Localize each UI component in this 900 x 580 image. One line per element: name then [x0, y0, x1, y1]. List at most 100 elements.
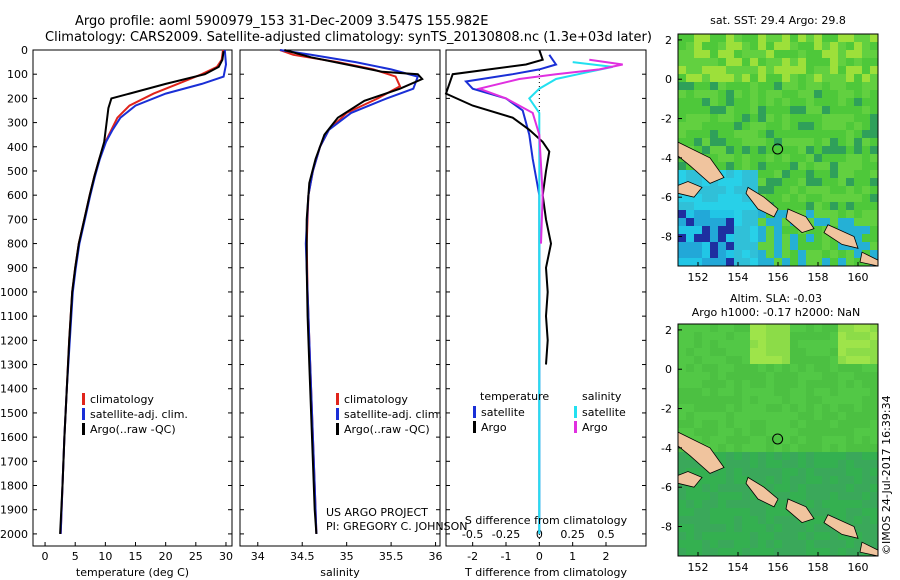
temperature-series-satelliteadjclim: [59, 49, 228, 534]
sla-map-title-line-2: Argo h1000: -0.17 h2000: NaN: [692, 306, 861, 319]
salinity-legend-label: satellite-adj. clim.: [344, 408, 442, 421]
salinity-plot-frame: [239, 49, 441, 547]
sla-y-tick-label: -8: [661, 521, 672, 534]
sla-y-tick-label: -2: [661, 403, 672, 416]
sst-x-tick-label: 156: [768, 271, 789, 284]
difference-s-tick-label: -0.5: [462, 528, 483, 541]
sst-map-title: sat. SST: 29.4 Argo: 29.8: [710, 14, 846, 27]
sst-x-tick-label: 158: [808, 271, 829, 284]
salinity-legend-swatch: [336, 408, 339, 420]
difference-t-axis-label: T difference from climatology: [464, 566, 627, 579]
difference-legend-swatch: [574, 406, 577, 418]
temperature-y-tick-label: 500: [7, 165, 28, 178]
temperature-legend-swatch: [82, 423, 85, 435]
sst-map: [677, 34, 879, 267]
sla-land-shape: [785, 498, 815, 524]
temperature-y-tick-label: 1600: [0, 431, 28, 444]
sst-y-tick-label: -8: [661, 231, 672, 244]
sla-map-title: Altim. SLA: -0.03: [730, 292, 822, 305]
sla-x-tick-label: 154: [728, 561, 749, 574]
sst-y-tick-label: 2: [665, 34, 672, 47]
sla-land-shape: [745, 476, 779, 508]
sst-x-tick-label: 154: [728, 271, 749, 284]
sla-land-shape: [823, 514, 859, 539]
difference-legend-swatch: [574, 421, 577, 433]
temperature-plot-frame: [32, 49, 233, 547]
salinity-x-tick-label: 36: [429, 550, 443, 563]
difference-x-tick-label: 0: [536, 550, 543, 563]
temperature-y-tick-label: 1000: [0, 286, 28, 299]
salinity-x-tick-label: 35: [340, 550, 354, 563]
pi-credit: PI: GREGORY C. JOHNSON: [326, 520, 468, 533]
sst-y-tick-label: 0: [665, 73, 672, 86]
temperature-y-tick-label: 700: [7, 213, 28, 226]
sla-y-tick-label: -6: [661, 481, 672, 494]
temperature-y-tick-label: 100: [7, 68, 28, 81]
sst-y-tick-label: -6: [661, 191, 672, 204]
salinity-legend-swatch: [336, 423, 339, 435]
temperature-y-tick-label: 1300: [0, 359, 28, 372]
difference-s-axis-label: S difference from climatology: [465, 514, 628, 527]
title-line-1: Argo profile: aoml 5900979_153 31-Dec-20…: [75, 14, 489, 29]
temperature-y-tick-label: 1500: [0, 407, 28, 420]
difference-x-tick-label: -2: [467, 550, 478, 563]
sst-x-tick-label: 160: [848, 271, 869, 284]
difference-legend-label: satellite: [481, 406, 525, 419]
salinity-x-tick-label: 34: [251, 550, 265, 563]
difference-s-tick-label: 0.5: [597, 528, 615, 541]
temperature-y-tick-label: 300: [7, 117, 28, 130]
temperature-x-axis-label: temperature (deg C): [76, 566, 189, 579]
temperature-y-tick-label: 1900: [0, 504, 28, 517]
sla-map: [677, 324, 879, 557]
sst-argo-location-marker: [772, 143, 784, 155]
difference-s-tick-label: 0: [536, 528, 543, 541]
temperature-y-tick-label: 1400: [0, 383, 28, 396]
sst-land-shape: [745, 186, 779, 218]
project-credit: US ARGO PROJECT: [326, 506, 428, 519]
temperature-x-tick-label: 0: [42, 550, 49, 563]
difference-legend-swatch: [473, 406, 476, 418]
difference-series-satellite-temperature: [463, 54, 558, 534]
sla-y-tick-label: 2: [665, 324, 672, 337]
temperature-y-tick-label: 1700: [0, 455, 28, 468]
sla-x-tick-label: 160: [848, 561, 869, 574]
temperature-y-tick-label: 1100: [0, 310, 28, 323]
difference-x-tick-label: 2: [603, 550, 610, 563]
temperature-y-tick-label: 1200: [0, 334, 28, 347]
difference-plot-frame: [445, 49, 647, 547]
timestamp-stamp: ©IMOS 24-Jul-2017 16:39:34: [880, 395, 893, 555]
temperature-legend-label: satellite-adj. clim.: [90, 408, 188, 421]
temperature-x-tick-label: 15: [129, 550, 143, 563]
salinity-x-tick-label: 35.5: [379, 550, 404, 563]
difference-legend-label: Argo: [582, 421, 608, 434]
salinity-series-satelliteadjclim: [279, 49, 420, 534]
difference-legend-salinity-header: salinity: [582, 390, 622, 403]
sst-land-shape: [823, 224, 859, 249]
sst-x-tick-label: 152: [688, 271, 709, 284]
salinity-legend-swatch: [336, 393, 339, 405]
salinity-x-axis-label: salinity: [320, 566, 360, 579]
sla-argo-location-marker: [772, 433, 784, 445]
temperature-x-tick-label: 5: [72, 550, 79, 563]
sla-x-tick-label: 158: [808, 561, 829, 574]
sst-y-tick-label: -2: [661, 113, 672, 126]
salinity-legend-label: Argo(..raw -QC): [344, 423, 430, 436]
salinity-series-argorawqc: [284, 49, 424, 534]
difference-s-tick-label: -0.25: [492, 528, 520, 541]
salinity-legend-label: climatology: [344, 393, 408, 406]
temperature-legend-label: Argo(..raw -QC): [90, 423, 176, 436]
difference-legend-label: Argo: [481, 421, 507, 434]
temperature-y-tick-label: 400: [7, 141, 28, 154]
temperature-legend-label: climatology: [90, 393, 154, 406]
temperature-x-tick-label: 25: [189, 550, 203, 563]
temperature-x-tick-label: 30: [219, 550, 233, 563]
sla-x-tick-label: 156: [768, 561, 789, 574]
sla-y-tick-label: -4: [661, 442, 672, 455]
temperature-y-tick-label: 200: [7, 92, 28, 105]
salinity-x-tick-label: 34.5: [290, 550, 315, 563]
temperature-y-tick-label: 2000: [0, 528, 28, 541]
sla-x-tick-label: 152: [688, 561, 709, 574]
temperature-legend-swatch: [82, 393, 85, 405]
